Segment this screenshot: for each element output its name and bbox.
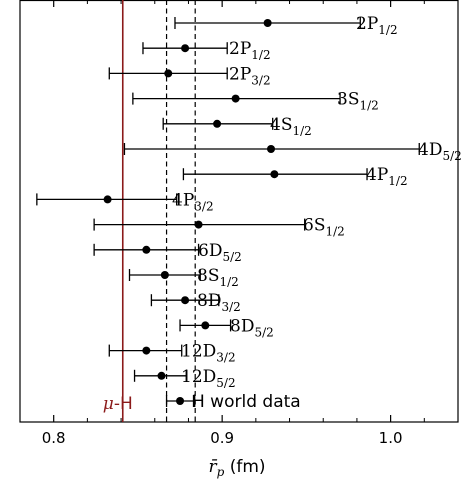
data-point-7 bbox=[36, 193, 178, 206]
marker bbox=[176, 397, 185, 405]
row-label-15: H world data bbox=[192, 392, 301, 412]
data-point-15 bbox=[165, 395, 195, 407]
data-point-13 bbox=[108, 344, 183, 357]
row-label-12: 8D5/2 bbox=[230, 316, 274, 339]
data-point-3 bbox=[132, 92, 341, 105]
row-label-1: 2P1/2 bbox=[229, 39, 271, 62]
marker bbox=[142, 346, 151, 355]
data-point-14 bbox=[133, 369, 188, 382]
row-label-4: 4S1/2 bbox=[270, 115, 312, 138]
marker bbox=[267, 145, 276, 153]
row-label-0: 2P1/2 bbox=[356, 14, 398, 37]
muh-label: μ-H bbox=[103, 394, 133, 414]
marker bbox=[201, 321, 210, 330]
row-label-11: 8D3/2 bbox=[197, 291, 241, 314]
marker bbox=[270, 170, 279, 179]
marker bbox=[181, 44, 190, 53]
row-labels: 2P1/22P1/22P3/23S1/24S1/24D5/24P1/24P3/2… bbox=[172, 14, 462, 412]
x-tick-label-0: 0.8 bbox=[42, 429, 66, 447]
marker bbox=[263, 19, 272, 27]
x-tick-label-1: 0.9 bbox=[210, 429, 234, 447]
data-point-4 bbox=[162, 117, 274, 130]
data-point-8 bbox=[93, 218, 306, 231]
marker bbox=[213, 119, 222, 128]
marker bbox=[157, 371, 166, 380]
marker bbox=[160, 271, 169, 279]
data-point-12 bbox=[179, 319, 232, 332]
marker bbox=[164, 69, 173, 78]
row-label-9: 6D5/2 bbox=[198, 241, 242, 264]
row-label-7: 4P3/2 bbox=[172, 190, 214, 213]
marker bbox=[231, 94, 240, 103]
x-axis-ticks: 0.8 0.9 1.0 bbox=[19, 0, 459, 447]
data-point-11 bbox=[150, 294, 220, 307]
row-label-10: 8S1/2 bbox=[197, 266, 239, 289]
marker bbox=[194, 220, 203, 229]
data-point-1 bbox=[142, 42, 228, 55]
marker bbox=[103, 195, 112, 204]
row-label-5: 4D5/2 bbox=[418, 140, 462, 163]
data-point-2 bbox=[108, 67, 228, 80]
x-tick-label-2: 1.0 bbox=[379, 429, 403, 447]
row-label-13: 12D3/2 bbox=[181, 342, 236, 365]
data-point-10 bbox=[128, 269, 201, 281]
row-label-3: 3S1/2 bbox=[337, 90, 379, 113]
marker bbox=[181, 296, 190, 305]
plot-frame bbox=[19, 0, 459, 423]
data-point-0 bbox=[174, 17, 361, 29]
row-label-8: 6S1/2 bbox=[303, 216, 345, 239]
data-point-9 bbox=[93, 243, 200, 256]
x-axis-label: r̄p (fm) bbox=[208, 457, 265, 479]
row-label-6: 4P1/2 bbox=[366, 165, 408, 188]
data-point-5 bbox=[123, 143, 420, 155]
row-label-2: 2P3/2 bbox=[229, 64, 271, 87]
plot-border bbox=[19, 0, 459, 423]
data-points bbox=[36, 17, 420, 407]
marker bbox=[142, 245, 151, 254]
reference-lines: μ-H bbox=[103, 0, 196, 422]
row-label-14: 12D5/2 bbox=[181, 367, 236, 390]
data-point-6 bbox=[182, 168, 368, 181]
